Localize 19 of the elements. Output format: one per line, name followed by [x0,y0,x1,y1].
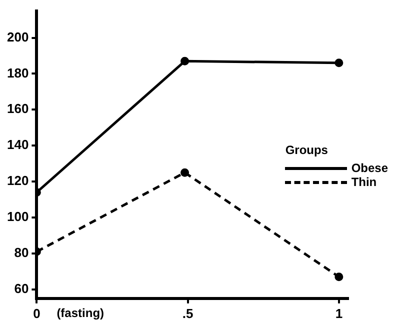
text: Obese [351,161,388,175]
x-tick-label: 1 [335,306,343,321]
x-tick-label: 0 [33,306,40,321]
y-tick-label: 140 [6,137,29,152]
y-tick-label: 160 [6,101,29,116]
point [334,58,344,68]
x-tick-label: .5 [182,306,194,321]
point [180,168,190,177]
y-tick-label: 180 [6,65,29,80]
text: Thin [351,175,377,189]
y-tick-label: 200 [6,29,29,44]
y-tick-label: 80 [14,245,29,260]
point [334,272,344,282]
y-tick-label: 60 [14,280,29,296]
text: (fasting) [56,306,104,320]
y-tick-label: 120 [6,173,29,188]
y-tick-label: 100 [6,209,29,224]
legend-title: Groups [285,143,329,157]
point [180,56,190,66]
